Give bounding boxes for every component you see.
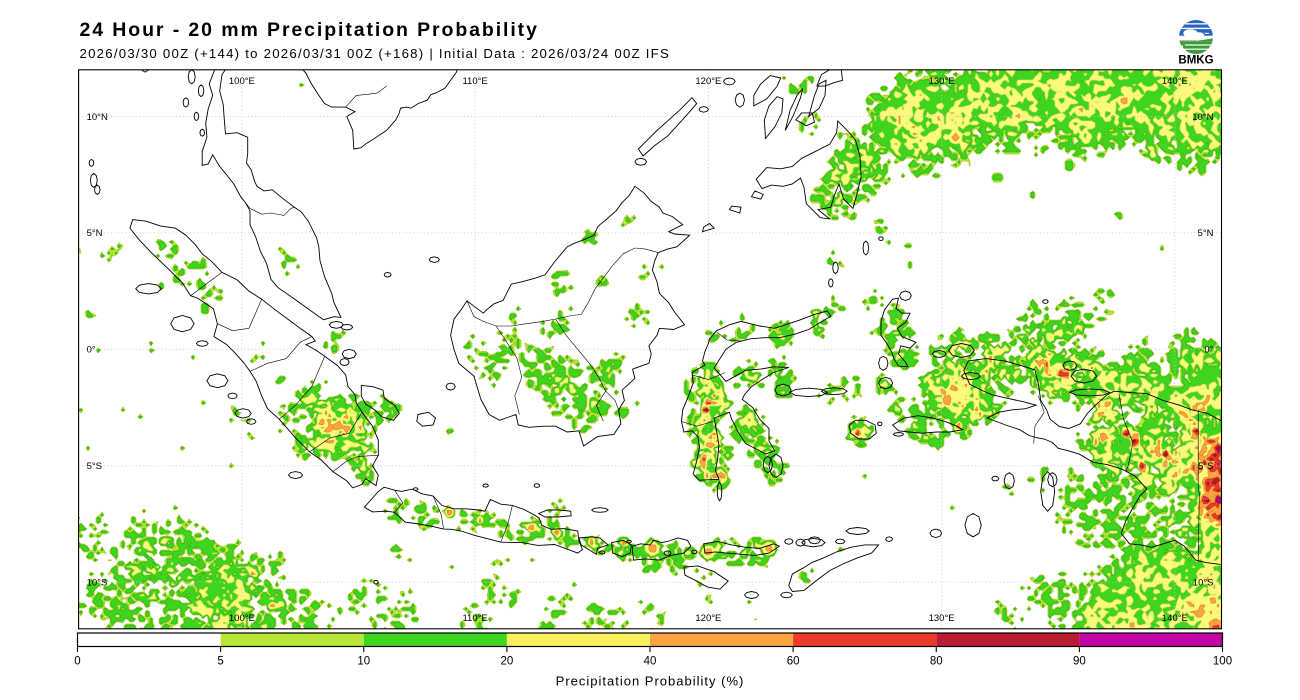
svg-text:5°N: 5°N — [1198, 228, 1214, 239]
svg-text:140°E: 140°E — [1162, 613, 1188, 624]
svg-text:120°E: 120°E — [695, 613, 721, 624]
svg-text:10: 10 — [357, 656, 370, 668]
svg-text:80: 80 — [930, 656, 943, 668]
svg-text:130°E: 130°E — [929, 76, 955, 87]
svg-text:5: 5 — [217, 656, 223, 668]
svg-text:90: 90 — [1073, 656, 1086, 668]
svg-text:20: 20 — [500, 656, 513, 668]
svg-text:5°N: 5°N — [87, 228, 103, 239]
svg-text:5°S: 5°S — [87, 461, 102, 472]
svg-text:10°N: 10°N — [87, 112, 108, 123]
svg-text:BMKG: BMKG — [1178, 54, 1213, 66]
svg-text:100°E: 100°E — [229, 613, 255, 624]
svg-text:2026/03/30 00Z (+144) to 2026/: 2026/03/30 00Z (+144) to 2026/03/31 00Z … — [80, 46, 671, 61]
svg-text:5°S: 5°S — [1198, 461, 1213, 472]
svg-text:110°E: 110°E — [462, 613, 487, 624]
svg-text:0°: 0° — [1204, 345, 1213, 356]
svg-text:10°S: 10°S — [1193, 578, 1214, 589]
svg-text:10°N: 10°N — [1192, 112, 1213, 123]
svg-text:10°S: 10°S — [87, 578, 108, 589]
svg-text:110°E: 110°E — [462, 76, 487, 87]
svg-text:24 Hour - 20 mm Precipitation: 24 Hour - 20 mm Precipitation Probabilit… — [80, 19, 539, 41]
svg-text:130°E: 130°E — [929, 613, 955, 624]
svg-text:0: 0 — [74, 656, 80, 668]
svg-text:120°E: 120°E — [695, 76, 721, 87]
svg-text:140°E: 140°E — [1162, 76, 1188, 87]
svg-text:60: 60 — [787, 656, 800, 668]
svg-text:Precipitation Probability (%): Precipitation Probability (%) — [556, 674, 745, 689]
svg-text:100°E: 100°E — [229, 76, 255, 87]
svg-text:40: 40 — [644, 656, 657, 668]
svg-text:0°: 0° — [87, 345, 96, 356]
svg-text:100: 100 — [1213, 656, 1232, 668]
